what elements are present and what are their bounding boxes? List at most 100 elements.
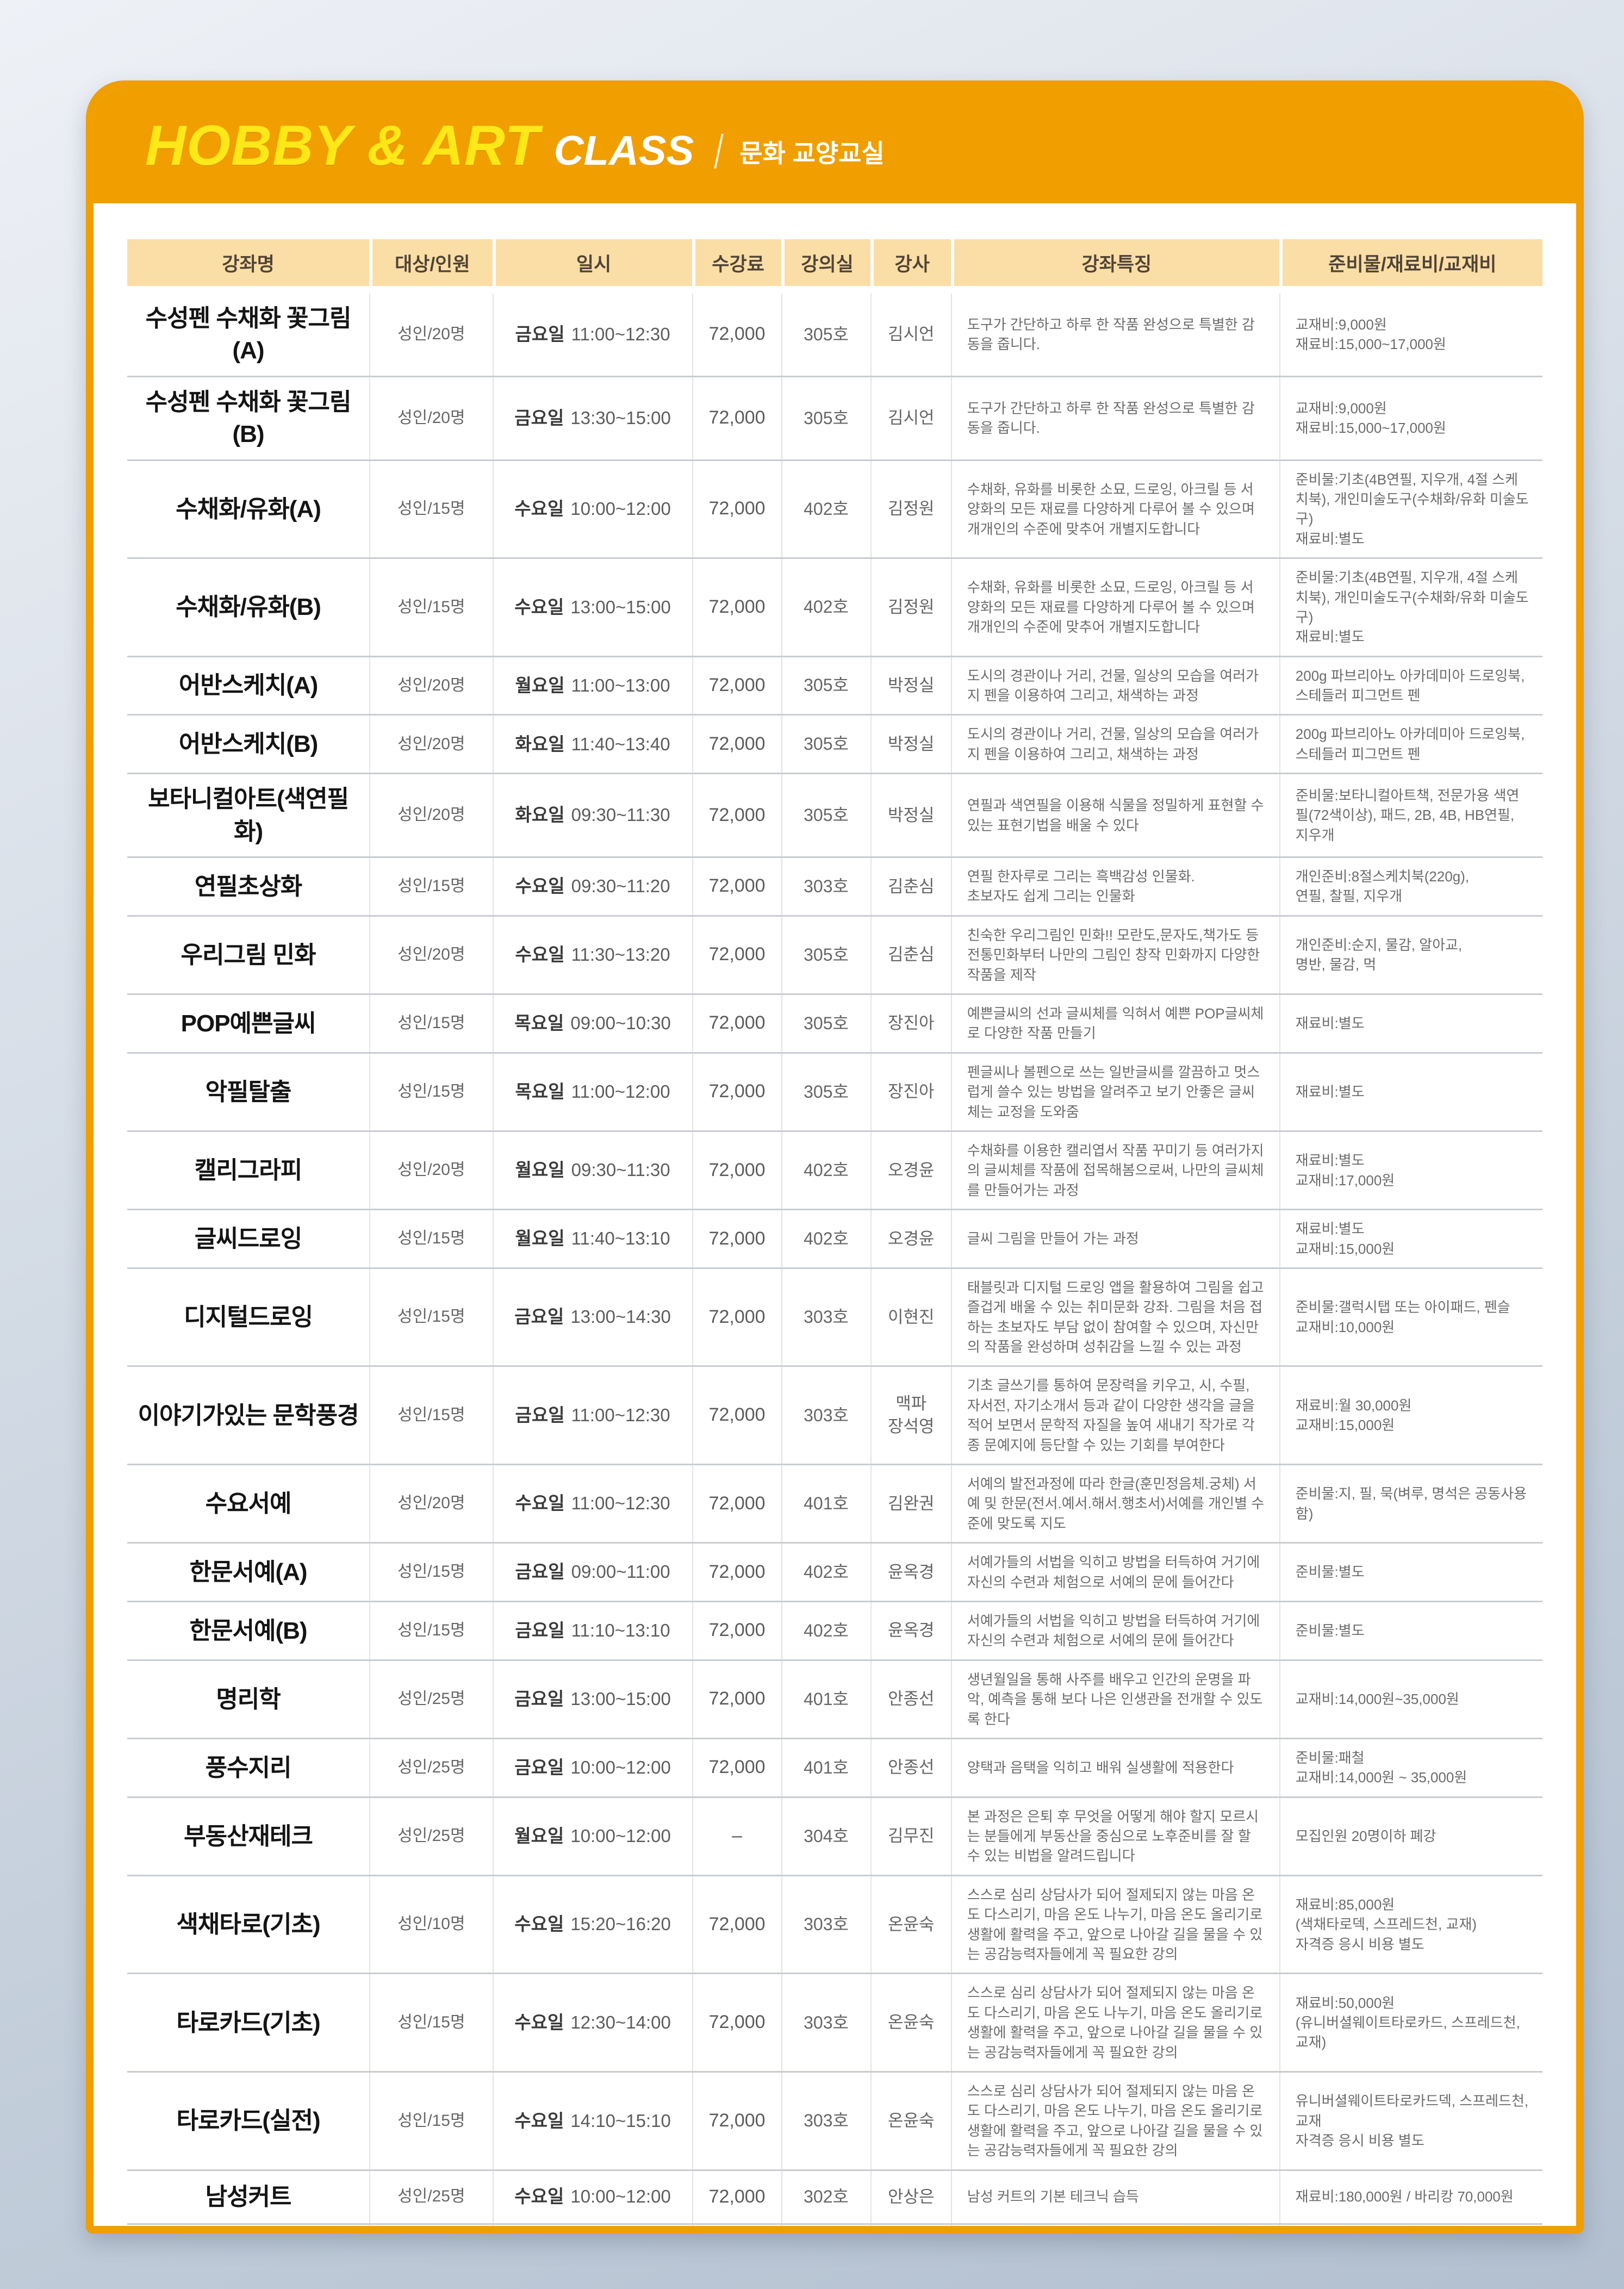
class-table: 강좌명 대상/인원 일시 수강료 강의실 강사 강좌특징 준비물/재료비/교재비 수성펜 수채… [94,203,1576,2226]
course-materials: 모집인원 20명이하 폐강 [1279,1797,1542,1875]
title-divider [714,134,724,169]
table-row: 서각 성인/20명 화요일 10:00~12:00 72,000 302호 김영… [127,2223,1542,2226]
course-name: 한문서예(B) [189,1617,308,1644]
column-header: 강좌특징 [950,239,1279,286]
course-schedule: 금요일 11:10~13:10 [492,1602,692,1659]
course-target-capacity: 성인/20명 [369,1131,492,1209]
table-row: 수요서예 성인/20명 수요일 11:00~12:30 72,000 401호 … [127,1464,1542,1542]
course-schedule: 화요일 11:40~13:40 [492,716,692,773]
course-day: 월요일 [514,1826,564,1846]
course-time: 11:40~13:10 [571,1228,670,1249]
course-room: 304호 [781,1797,870,1875]
course-room: 305호 [781,1053,870,1130]
course-room: 303호 [781,858,870,915]
course-day: 금요일 [514,1307,564,1327]
table-row: 디지털드로잉 성인/15명 금요일 13:00~14:30 72,000 303… [127,1267,1542,1366]
course-schedule: 금요일 11:00~12:30 [492,1367,692,1464]
course-time: 11:00~12:00 [571,1081,670,1102]
course-teacher: 박정실 [870,657,951,714]
course-day: 금요일 [515,1404,565,1425]
course-teacher: 온윤숙 [870,2073,951,2169]
course-feature: 수채화를 이용한 캘리엽서 작품 꾸미기 등 여러가지의 글씨체를 작품에 접목… [950,1131,1279,1209]
course-time: 11:40~13:40 [571,733,670,754]
course-room: 402호 [781,461,870,558]
course-room: 305호 [781,294,870,376]
course-target-capacity: 성인/15명 [369,1544,492,1601]
course-name: 서각 [127,2225,369,2226]
course-teacher: 안상은 [870,2170,951,2223]
course-day: 금요일 [514,407,564,428]
course-teacher: 김춘심 [870,858,951,915]
class-table-body: 수성펜 수채화 꽃그림(A) 성인/20명 금요일 11:00~12:30 72… [127,294,1542,2226]
course-time: 13:30~15:00 [570,407,671,428]
course-fee: 72,000 [692,774,781,857]
course-fee: 72,000 [692,916,781,993]
course-fee: – [692,1797,781,1875]
course-feature: 펜글씨나 볼펜으로 쓰는 일반글씨를 깔끔하고 멋스럽게 쓸수 있는 방법을 알… [950,1053,1279,1130]
course-time: 15:20~16:20 [570,1914,671,1935]
course-time: 09:30~11:20 [571,876,670,897]
course-room: 402호 [781,1210,870,1267]
course-day: 수요일 [515,944,565,965]
header-banner: HOBBY & ART CLASS 문화 교양교실 [94,88,1576,203]
course-name: 수채화/유화(A) [176,495,321,523]
course-name: 명리학 [216,1685,281,1713]
table-row: 보타니컬아트(색연필화) 성인/20명 화요일 09:30~11:30 72,0… [127,773,1542,857]
course-feature: 남성 커트의 기본 테크닉 습득 [950,2170,1279,2223]
course-target-capacity: 성인/15명 [369,1602,492,1659]
course-materials: 개인준비:순지, 물감, 알아교, 명반, 물감, 먹 [1279,916,1542,993]
course-teacher: 이현진 [870,1268,951,1366]
course-target-capacity: 성인/15명 [369,1053,492,1130]
course-schedule: 목요일 11:00~12:00 [492,1053,692,1130]
course-materials: 재료비:별도 교재비:17,000원 [1279,1131,1542,1209]
course-fee: 72,000 [692,1974,781,2071]
course-materials: 교재비:9,000원 재료비:15,000~17,000원 [1279,377,1542,459]
course-name: 보타니컬아트(색연필화) [148,786,349,845]
course-schedule: 수요일 10:00~12:00 [492,461,692,558]
course-schedule: 수요일 13:00~15:00 [492,559,692,656]
course-fee: 72,000 [692,994,781,1052]
course-schedule: 수요일 10:00~12:00 [492,2170,692,2223]
course-teacher: 온윤숙 [870,1876,951,1973]
course-teacher: 오경윤 [870,1131,951,1209]
course-target-capacity: 성인/15명 [369,994,492,1052]
course-schedule: 수요일 12:30~14:00 [492,1974,692,2071]
course-schedule: 수요일 14:10~15:10 [492,2073,692,2169]
course-feature: 양택과 음택을 익히고 배워 실생활에 적용한다 [950,1739,1279,1796]
table-row: 어반스케치(B) 성인/20명 화요일 11:40~13:40 72,000 3… [127,714,1542,773]
table-row: 어반스케치(A) 성인/20명 월요일 11:00~13:00 72,000 3… [127,655,1542,714]
course-time: 10:00~12:00 [570,2186,671,2207]
course-schedule: 수요일 09:30~11:20 [492,858,692,915]
course-teacher: 안종선 [870,1739,951,1796]
course-name: POP예쁜글씨 [181,1010,316,1037]
course-materials: 개인준비:8절스케치북(220g), 연필, 찰필, 지우개 [1279,858,1542,915]
course-materials: 재료비:180,000원 / 바리캉 70,000원 [1279,2170,1542,2223]
course-day: 월요일 [515,1160,565,1180]
course-teacher: 김시언 [870,294,951,376]
course-time: 09:00~10:30 [570,1013,671,1034]
course-day: 금요일 [515,1620,565,1641]
course-day: 수요일 [514,596,564,617]
course-name: 디지털드로잉 [184,1303,313,1330]
course-room: 401호 [781,1660,870,1738]
table-row: 타로카드(기초) 성인/15명 수요일 12:30~14:00 72,000 3… [127,1973,1542,2071]
column-header: 강의실 [781,239,870,286]
course-room: 303호 [781,1974,870,2071]
course-target-capacity: 성인/25명 [369,1797,492,1875]
course-target-capacity: 성인/20명 [369,294,492,376]
course-feature: 본 과정은 은퇴 후 무엇을 어떻게 해야 할지 모르시는 분들에게 부동산을 … [950,1797,1279,1875]
course-materials: 200g 파브리아노 아카데미아 드로잉북, 스테들러 피그먼트 펜 [1279,716,1542,773]
course-name: 수성펜 수채화 꽃그림(B) [145,388,352,448]
course-materials: 재료비:별도 [1279,994,1542,1052]
course-schedule: 금요일 13:00~14:30 [492,1268,692,1366]
course-teacher: 박정실 [870,716,951,773]
course-time: 11:10~13:10 [571,1620,670,1641]
course-materials: 준비물:보타니컬아트책, 전문가용 색연필(72색이상), 패드, 2B, 4B… [1279,774,1542,857]
course-fee: 72,000 [692,1544,781,1601]
course-schedule: 월요일 09:30~11:30 [492,1131,692,1209]
table-row: 부동산재테크 성인/25명 월요일 10:00~12:00 – 304호 김무진… [127,1796,1542,1875]
course-time: 11:00~13:00 [571,675,670,695]
course-time: 09:30~11:30 [571,1160,670,1180]
course-name: 수요서예 [205,1490,292,1517]
course-time: 11:00~12:30 [571,324,670,345]
